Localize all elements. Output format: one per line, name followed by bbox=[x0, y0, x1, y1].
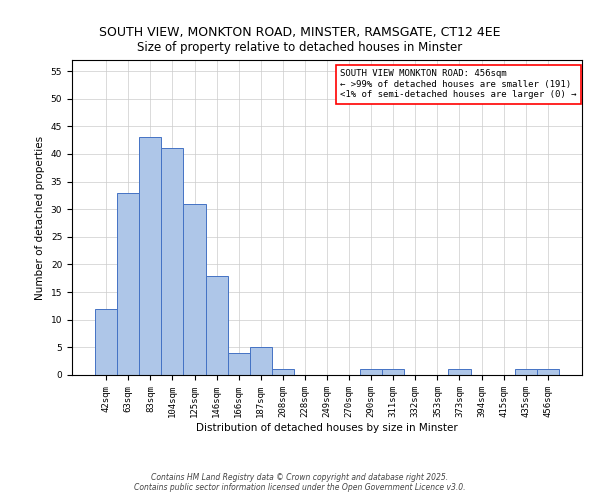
Bar bbox=[206, 276, 227, 375]
Y-axis label: Number of detached properties: Number of detached properties bbox=[35, 136, 45, 300]
Text: Size of property relative to detached houses in Minster: Size of property relative to detached ho… bbox=[137, 41, 463, 54]
Bar bbox=[161, 148, 184, 375]
Bar bbox=[184, 204, 206, 375]
Bar bbox=[537, 370, 559, 375]
Bar bbox=[448, 370, 470, 375]
Bar bbox=[272, 370, 294, 375]
Bar bbox=[139, 138, 161, 375]
Bar bbox=[515, 370, 537, 375]
Bar bbox=[227, 353, 250, 375]
Bar bbox=[95, 308, 117, 375]
Bar bbox=[250, 348, 272, 375]
Bar bbox=[382, 370, 404, 375]
Text: SOUTH VIEW, MONKTON ROAD, MINSTER, RAMSGATE, CT12 4EE: SOUTH VIEW, MONKTON ROAD, MINSTER, RAMSG… bbox=[99, 26, 501, 39]
Text: SOUTH VIEW MONKTON ROAD: 456sqm
← >99% of detached houses are smaller (191)
<1% : SOUTH VIEW MONKTON ROAD: 456sqm ← >99% o… bbox=[340, 70, 577, 99]
Bar bbox=[117, 192, 139, 375]
Bar bbox=[360, 370, 382, 375]
Text: Contains HM Land Registry data © Crown copyright and database right 2025.
Contai: Contains HM Land Registry data © Crown c… bbox=[134, 472, 466, 492]
X-axis label: Distribution of detached houses by size in Minster: Distribution of detached houses by size … bbox=[196, 422, 458, 432]
